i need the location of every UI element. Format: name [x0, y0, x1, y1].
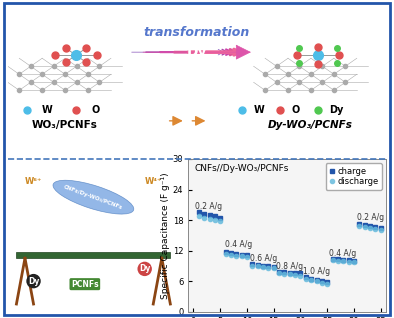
Legend: charge, discharge: charge, discharge — [326, 163, 382, 190]
charge — [218, 216, 223, 219]
Line: charge: charge — [196, 210, 223, 220]
charge — [212, 215, 217, 218]
Text: 0.4 A/g: 0.4 A/g — [329, 249, 356, 258]
Text: W: W — [254, 105, 264, 115]
Text: Dy: Dy — [139, 264, 151, 273]
Ellipse shape — [53, 180, 134, 214]
discharge — [197, 214, 201, 218]
Text: 0.2 A/g: 0.2 A/g — [195, 202, 222, 211]
Text: W⁶⁺: W⁶⁺ — [25, 177, 42, 186]
Text: 0.4 A/g: 0.4 A/g — [225, 239, 252, 248]
FancyBboxPatch shape — [17, 252, 170, 258]
Text: W⁴⁺: W⁴⁺ — [145, 177, 162, 186]
Text: CNFs/Dy-WO₃/PCNFs: CNFs/Dy-WO₃/PCNFs — [63, 184, 124, 210]
Text: PCNFs: PCNFs — [71, 280, 98, 289]
charge — [202, 212, 206, 216]
Text: O: O — [292, 105, 300, 115]
Text: Dy-WO₃/PCNFs: Dy-WO₃/PCNFs — [268, 121, 353, 130]
Text: O: O — [91, 105, 99, 115]
charge — [207, 214, 212, 218]
Text: 0.6 A/g: 0.6 A/g — [250, 254, 277, 263]
Text: transformation: transformation — [144, 26, 250, 39]
Text: CNFs//Dy-WO₃/PCNFs: CNFs//Dy-WO₃/PCNFs — [194, 163, 288, 173]
discharge — [218, 219, 223, 223]
Text: WO₃/PCNFs: WO₃/PCNFs — [32, 121, 98, 130]
Y-axis label: Specific Capacitance (F g⁻¹): Specific Capacitance (F g⁻¹) — [161, 172, 170, 299]
discharge — [202, 216, 206, 219]
discharge — [212, 218, 217, 221]
Line: discharge: discharge — [196, 214, 223, 223]
Text: 0.2 A/g: 0.2 A/g — [357, 213, 384, 222]
Text: Dy: Dy — [28, 277, 39, 286]
Text: Dy: Dy — [187, 45, 207, 59]
Text: W: W — [42, 105, 53, 115]
Text: Dy: Dy — [329, 105, 344, 115]
discharge — [207, 217, 212, 220]
Text: 1.0 A/g: 1.0 A/g — [303, 267, 330, 276]
Text: 0.8 A/g: 0.8 A/g — [277, 262, 303, 271]
charge — [197, 211, 201, 214]
